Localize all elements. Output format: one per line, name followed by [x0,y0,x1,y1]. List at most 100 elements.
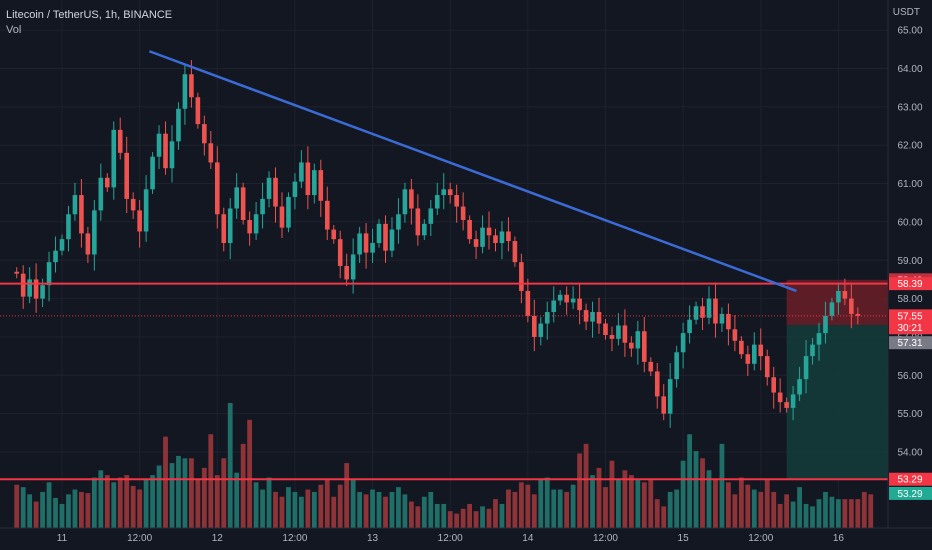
candle-body [92,210,97,255]
candle-body [253,214,259,234]
volume-bar [745,484,751,528]
candle-body [829,302,835,316]
candle-body [687,319,692,334]
volume-bar [156,465,162,528]
volume-bar [544,477,550,528]
candle-body [227,208,233,243]
symbol-title: Litecoin / TetherUS, 1h, BINANCE [6,9,173,21]
volume-bar [538,479,544,528]
candle-body [357,233,362,255]
candle-body [777,392,783,403]
volume-bar [208,434,214,528]
candle-body [434,195,440,209]
candle-body [260,198,265,215]
price-tick-label: 54.00 [897,448,922,459]
candle-body [169,141,175,169]
candle-body [344,266,349,280]
volume-bar [331,496,337,528]
candle-body [648,361,654,372]
candle-body [506,231,511,242]
price-label-text: 53.29 [897,489,922,500]
volume-bar [434,503,440,528]
candle-body [234,187,239,209]
volume-bar [79,491,84,528]
candle-body [85,233,91,255]
volume-bar [124,475,130,528]
volume-bar [842,499,848,528]
candle-body [104,177,110,188]
candle-body [493,235,498,243]
volume-bar [680,460,686,528]
volume-bar [861,491,867,528]
candle-body [764,356,770,378]
volume-bar [143,479,149,528]
volume-bar [214,475,220,528]
candle-body [726,313,731,330]
volume-bar [98,470,104,528]
price-tick-label: 60.00 [897,217,922,228]
volume-bar [305,489,311,528]
volume-bar [531,494,537,528]
candle-body [700,306,705,318]
grid [0,0,888,528]
volume-bar [337,484,343,528]
price-label-text: 57.55 [897,311,922,322]
candle-body [771,377,776,393]
candle-body [784,402,789,408]
time-tick-label: 12:00 [593,533,618,544]
candle-body [124,152,129,199]
volume-bar [557,489,563,528]
candle-body [266,177,272,199]
volume-bar [777,503,783,528]
volume-bar [292,491,298,528]
currency-label: USDT [892,7,920,18]
volume-bar [784,494,790,528]
volume-bars [14,403,874,528]
volume-bar [700,458,705,528]
candle-body [305,162,311,196]
candle-body [642,331,647,362]
candle-body [98,177,104,211]
volume-bar [622,470,628,528]
volume-bar [318,484,324,528]
volume-bar [583,443,589,528]
volume-bar [33,501,39,528]
volume-bar [357,491,363,528]
volume-bar [771,491,777,528]
volume-bar [389,491,395,528]
candle-body [117,129,123,153]
candle-body [33,279,39,299]
volume-bar [324,479,330,528]
candle-body [66,214,71,240]
volume-bar [603,487,608,528]
volume-bar [855,499,861,528]
volume-bar [661,506,667,528]
price-label-text: 58.39 [897,279,922,290]
candle-body [486,227,492,236]
candle-body [130,198,136,211]
candle-body [428,208,434,224]
price-label-text: 53.29 [897,475,922,486]
candle-body [53,250,58,263]
time-tick-label: 12:00 [127,533,152,544]
candle-body [706,298,712,318]
price-label-badge [889,486,932,500]
candle-body [324,200,330,230]
candle-body [383,223,388,251]
volume-bar [396,487,401,528]
candle-body [473,239,479,247]
candle-body [512,241,518,263]
candle-body [59,239,65,251]
candle-body [693,306,699,320]
volume-bar [654,499,660,528]
candle-body [299,162,304,182]
volume-bar [104,475,110,528]
candle-body [273,177,278,207]
candle-body [603,323,608,336]
time-tick-label: 15 [678,533,690,544]
volume-bar [570,484,576,528]
price-label-text: 57.31 [897,338,922,349]
volume-bar [53,497,58,528]
